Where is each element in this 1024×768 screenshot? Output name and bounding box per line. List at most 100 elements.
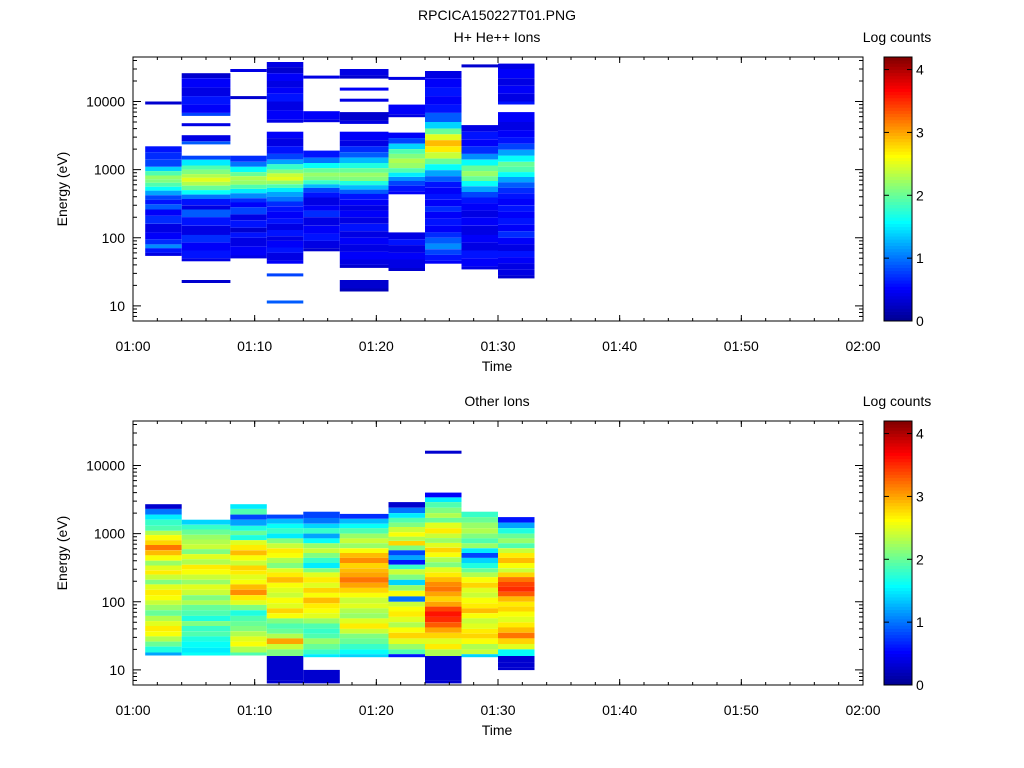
spectrogram-cell <box>145 574 182 580</box>
colorbar-segment <box>884 119 912 124</box>
spectrogram-cell <box>266 230 304 237</box>
spectrogram-cell <box>388 104 425 115</box>
spectrogram-cell <box>339 563 389 569</box>
y-tick-label: 10000 <box>86 458 125 474</box>
colorbar-segment <box>884 138 912 143</box>
spectrogram-cell <box>388 611 425 617</box>
colorbar-segment <box>884 233 912 237</box>
spectrogram-cell <box>388 550 425 556</box>
spectrogram-cell <box>498 155 535 162</box>
spectrogram-cell <box>303 192 340 198</box>
spectrogram-cell <box>266 62 304 68</box>
spectrogram-cell <box>181 165 231 170</box>
spectrogram-cell <box>498 218 535 225</box>
panel-title: H+ He++ Ions <box>454 29 541 45</box>
spectrogram-cell <box>388 168 425 173</box>
spectrogram-cell <box>388 502 425 508</box>
spectrogram-cell <box>303 180 340 185</box>
colorbar-segment <box>884 280 912 284</box>
spectrogram-cell <box>230 579 267 585</box>
colorbar-segment <box>884 480 912 485</box>
spectrogram-cell <box>303 669 340 677</box>
spectrogram-cell <box>303 623 340 629</box>
spectrogram-cell <box>266 518 304 524</box>
spectrogram-cell <box>425 513 462 518</box>
spectrogram-cell <box>498 606 535 612</box>
spectrogram-cell <box>266 649 304 656</box>
spectrogram-cell <box>230 555 267 561</box>
colorbar-segment <box>884 264 912 268</box>
spectrogram-cell <box>339 231 389 238</box>
spectrogram-cell <box>339 98 389 102</box>
spectrogram-cell <box>498 522 535 529</box>
colorbar-segment <box>884 88 912 92</box>
spectrogram-cell <box>425 552 462 558</box>
spectrogram-cell <box>303 608 340 614</box>
spectrogram-cell <box>266 656 304 665</box>
colorbar-segment <box>884 578 912 582</box>
spectrogram-cell <box>230 504 267 509</box>
spectrogram-cell <box>339 112 389 121</box>
spectrogram-cell <box>461 553 498 558</box>
spectrogram-cell <box>339 603 389 609</box>
spectrogram-cell <box>303 644 340 650</box>
spectrogram-cell <box>145 641 182 647</box>
spectrogram-cell <box>339 177 389 182</box>
spectrogram-cell <box>266 538 304 544</box>
colorbar-segment <box>884 295 912 300</box>
spectrogram-cell <box>266 196 304 202</box>
spectrogram-cell <box>145 232 182 240</box>
spectrogram-cell <box>303 184 340 188</box>
colorbar-segment <box>884 113 912 118</box>
spectrogram-cell <box>461 225 498 235</box>
colorbar-segment <box>884 647 912 651</box>
colorbar-segment <box>884 461 912 466</box>
spectrogram-cell <box>461 628 498 634</box>
spectrogram-cell <box>230 514 267 520</box>
spectrogram-cell <box>266 173 304 177</box>
spectrogram-cell <box>425 128 462 135</box>
spectrogram-cell <box>498 101 535 105</box>
spectrogram-cell <box>388 527 425 533</box>
colorbar-segment <box>884 270 912 275</box>
spectrogram-cell <box>266 131 304 139</box>
spectrogram-cell <box>461 165 498 172</box>
colorbar-segment <box>884 299 912 303</box>
spectrogram-cell <box>388 545 425 551</box>
spectrogram-cell <box>461 592 498 598</box>
spectrogram-cell <box>181 155 231 160</box>
spectrogram-cell <box>461 548 498 553</box>
colorbar-segment <box>884 681 912 686</box>
colorbar-segment <box>884 211 912 215</box>
spectrogram-cell <box>339 548 389 553</box>
spectrogram-cell <box>230 220 267 228</box>
x-axis-label: Time <box>482 358 513 374</box>
spectrogram-cell <box>388 239 425 246</box>
spectrogram-cell <box>181 652 231 656</box>
spectrogram-cell <box>339 69 389 76</box>
colorbar-segment <box>884 151 912 155</box>
colorbar-segment <box>884 248 912 253</box>
spectrogram-cell <box>461 563 498 569</box>
spectrogram-cell <box>230 184 267 189</box>
spectrogram-cell <box>339 185 389 190</box>
spectrogram-cell <box>498 586 535 592</box>
spectrogram-cell <box>145 584 182 590</box>
spectrogram-cell <box>303 613 340 619</box>
spectrogram-cell <box>145 570 182 575</box>
spectrogram-cell <box>388 644 425 650</box>
spectrogram-cell <box>425 562 462 568</box>
spectrogram-cell <box>181 647 231 653</box>
colorbar-segment <box>884 556 912 560</box>
y-tick-label: 1000 <box>94 162 125 178</box>
spectrogram-cell <box>461 250 498 259</box>
spectrogram-cell <box>425 622 462 628</box>
colorbar-segment <box>884 615 912 620</box>
spectrogram-cell <box>425 176 462 182</box>
spectrogram-cell <box>303 603 340 609</box>
spectrogram-cell <box>266 81 304 88</box>
colorbar-segment <box>884 593 912 598</box>
spectrogram-cell <box>266 211 304 219</box>
spectrogram-cell <box>339 628 389 634</box>
spectrogram-cell <box>461 159 498 166</box>
